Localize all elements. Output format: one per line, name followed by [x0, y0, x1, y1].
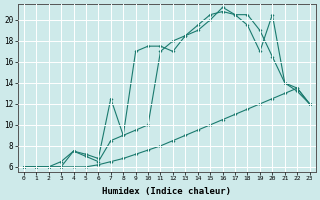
X-axis label: Humidex (Indice chaleur): Humidex (Indice chaleur)	[102, 187, 231, 196]
